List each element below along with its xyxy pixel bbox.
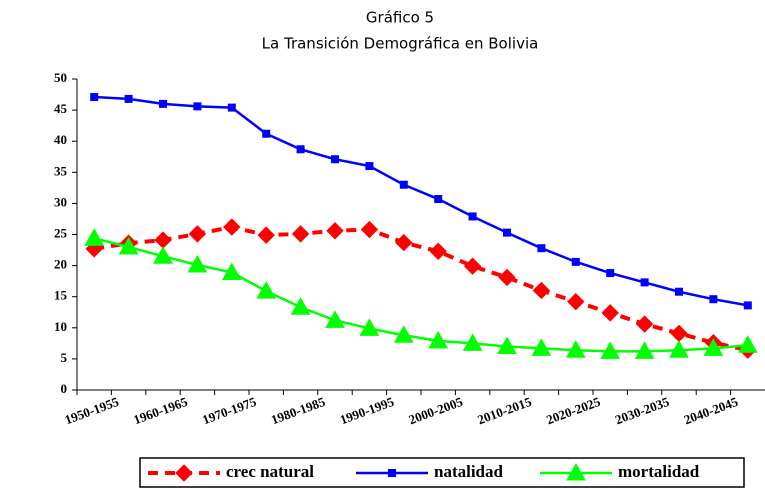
y-tick-label: 30 (54, 194, 67, 209)
x-tick-label: 1970-1975 (200, 394, 259, 428)
y-tick-label: 35 (54, 163, 68, 178)
series-line (93, 224, 749, 353)
point (188, 225, 207, 243)
x-tick-label: 2000-2005 (407, 394, 466, 428)
point (434, 195, 443, 204)
point (498, 268, 516, 287)
point (326, 222, 344, 240)
point (331, 155, 339, 164)
point (359, 318, 380, 336)
y-tick-label: 40 (54, 132, 67, 147)
legend-marker (175, 464, 193, 482)
point (669, 340, 689, 358)
point (290, 297, 311, 315)
x-tick-label: 1980-1985 (269, 394, 328, 428)
x-tick-label: 2020-2025 (544, 394, 603, 428)
point (571, 257, 580, 266)
point (503, 228, 511, 237)
point (634, 341, 655, 359)
legend-box (139, 457, 745, 488)
point (227, 103, 236, 112)
point (262, 129, 271, 138)
point (675, 287, 683, 296)
point (468, 212, 477, 221)
point (537, 244, 546, 253)
point (567, 292, 585, 311)
y-tick-label: 25 (54, 225, 68, 240)
x-tick-label: 1950-1955 (63, 394, 122, 428)
series-line (93, 237, 748, 353)
legend-marker (566, 462, 586, 481)
point (399, 180, 408, 189)
point (743, 301, 752, 310)
point (256, 281, 277, 299)
point (531, 338, 552, 356)
point (118, 236, 139, 255)
point (600, 341, 621, 359)
point (153, 246, 173, 264)
y-tick-label: 15 (54, 288, 68, 303)
y-tick-label: 0 (61, 381, 68, 396)
y-tick-label: 5 (61, 350, 68, 365)
point (84, 228, 105, 246)
point (462, 333, 483, 351)
point (159, 99, 167, 108)
legend-label: crec natural (226, 462, 314, 481)
legend-label: mortalidad (618, 462, 700, 481)
y-tick-label: 10 (54, 319, 67, 334)
point (635, 315, 654, 333)
point (670, 324, 688, 343)
legend-marker (388, 469, 396, 477)
point (463, 257, 482, 275)
point (532, 281, 551, 300)
point (257, 226, 275, 244)
point (428, 330, 449, 349)
point (193, 102, 202, 111)
point (601, 304, 619, 322)
point (90, 93, 99, 102)
chart-title: Gráfico 5 (366, 9, 434, 27)
y-tick-label: 20 (54, 257, 67, 272)
y-tick-label: 50 (54, 70, 67, 85)
point (187, 254, 208, 273)
point (429, 242, 447, 261)
point (124, 94, 133, 103)
point (703, 338, 724, 356)
point (296, 145, 305, 154)
point (360, 220, 379, 239)
point (709, 295, 718, 304)
point (154, 231, 172, 249)
y-tick-label: 45 (54, 101, 68, 116)
point (221, 262, 242, 280)
point (640, 278, 649, 287)
point (565, 340, 586, 358)
chart-subtitle: La Transición Demográfica en Bolivia (262, 35, 539, 53)
legend-label: natalidad (434, 462, 504, 481)
x-tick-label: 2030-2035 (613, 394, 672, 428)
x-tick-label: 1960-1965 (131, 394, 190, 428)
point (325, 310, 345, 328)
point (223, 218, 241, 236)
x-tick-label: 2010-2015 (475, 394, 534, 428)
series-line (94, 95, 749, 307)
x-tick-label: 2040-2045 (682, 394, 741, 428)
point (606, 269, 615, 278)
point (395, 233, 413, 252)
x-tick-label: 1990-1995 (338, 394, 397, 428)
point (737, 335, 758, 353)
point (497, 336, 517, 354)
point (365, 162, 374, 171)
point (291, 225, 310, 243)
point (393, 325, 414, 343)
